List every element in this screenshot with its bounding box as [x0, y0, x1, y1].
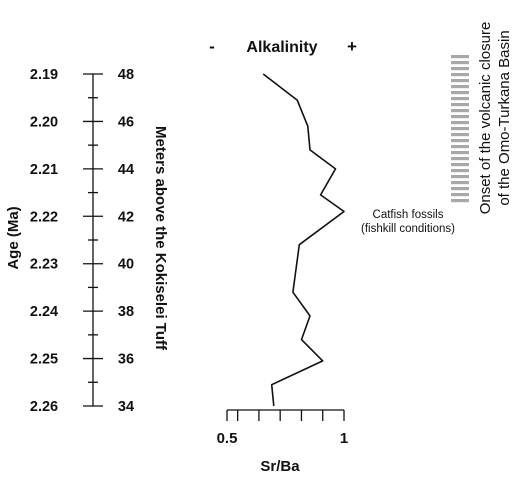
depth-tick-label: 44	[118, 162, 134, 178]
chart-title: Alkalinity	[246, 39, 317, 56]
depth-tick-label: 38	[118, 304, 134, 320]
hatch-segment	[451, 61, 469, 65]
depth-major-ticks	[83, 73, 103, 407]
volcanic-closure-dashed-bar	[451, 55, 469, 203]
age-tick-label: 2.24	[30, 304, 58, 320]
depth-axis-label: Meters above the Kokiselei Tuff	[152, 126, 169, 351]
volcanic-closure-label-line-2: of the Omo-Turkana Basin	[496, 30, 513, 205]
age-tick-label: 2.25	[30, 352, 58, 368]
hatch-segment	[451, 199, 469, 203]
hatch-segment	[451, 115, 469, 119]
hatch-segment	[451, 55, 469, 59]
hatch-segment	[451, 67, 469, 71]
catfish-annotation-line-1: Catfish fossils	[373, 209, 444, 221]
hatch-segment	[451, 181, 469, 185]
hatch-segment	[451, 91, 469, 95]
hatch-segment	[451, 187, 469, 191]
hatch-segment	[451, 127, 469, 131]
catfish-annotation-line-2: (fishkill conditions)	[361, 223, 455, 235]
age-tick-label: 2.22	[30, 209, 58, 225]
hatch-segment	[451, 85, 469, 89]
hatch-segment	[451, 175, 469, 179]
depth-tick-label: 48	[118, 67, 134, 83]
srba-ticks	[226, 410, 345, 421]
hatch-segment	[451, 145, 469, 149]
hatch-segment	[451, 97, 469, 101]
hatch-segment	[451, 73, 469, 77]
volcanic-closure-label-line-1: Onset of the volcanic closure	[477, 22, 494, 215]
age-tick-label: 2.21	[30, 162, 58, 178]
title-minus-marker: -	[209, 37, 215, 56]
hatch-segment	[451, 109, 469, 113]
age-tick-label: 2.19	[30, 67, 58, 83]
hatch-segment	[451, 133, 469, 137]
hatch-segment	[451, 157, 469, 161]
hatch-segment	[451, 103, 469, 107]
hatch-segment	[451, 163, 469, 167]
depth-tick-label: 36	[118, 352, 134, 368]
hatch-segment	[451, 193, 469, 197]
depth-minor-ticks	[88, 97, 98, 383]
srba-series-line	[262, 73, 345, 407]
srba-axis-label: Sr/Ba	[260, 458, 300, 475]
srba-tick-label-0.5: 0.5	[217, 430, 238, 447]
depth-tick-label: 46	[118, 114, 134, 130]
hatch-segment	[451, 121, 469, 125]
srba-tick-label-1: 1	[340, 430, 348, 447]
age-tick-label: 2.23	[30, 257, 58, 273]
age-tick-label: 2.26	[30, 399, 58, 415]
age-axis-label: Age (Ma)	[5, 206, 22, 269]
hatch-segment	[451, 169, 469, 173]
hatch-segment	[451, 151, 469, 155]
title-plus-marker: +	[347, 37, 357, 56]
depth-tick-labels: 48 46 44 42 40 38 36 34	[118, 67, 134, 415]
depth-tick-label: 42	[118, 209, 134, 225]
depth-tick-label: 40	[118, 257, 134, 273]
hatch-segment	[451, 79, 469, 83]
hatch-segment	[451, 139, 469, 143]
depth-tick-label: 34	[118, 399, 134, 415]
age-tick-labels: 2.19 2.20 2.21 2.22 2.23 2.24 2.25 2.26	[30, 67, 58, 415]
age-tick-label: 2.20	[30, 114, 58, 130]
